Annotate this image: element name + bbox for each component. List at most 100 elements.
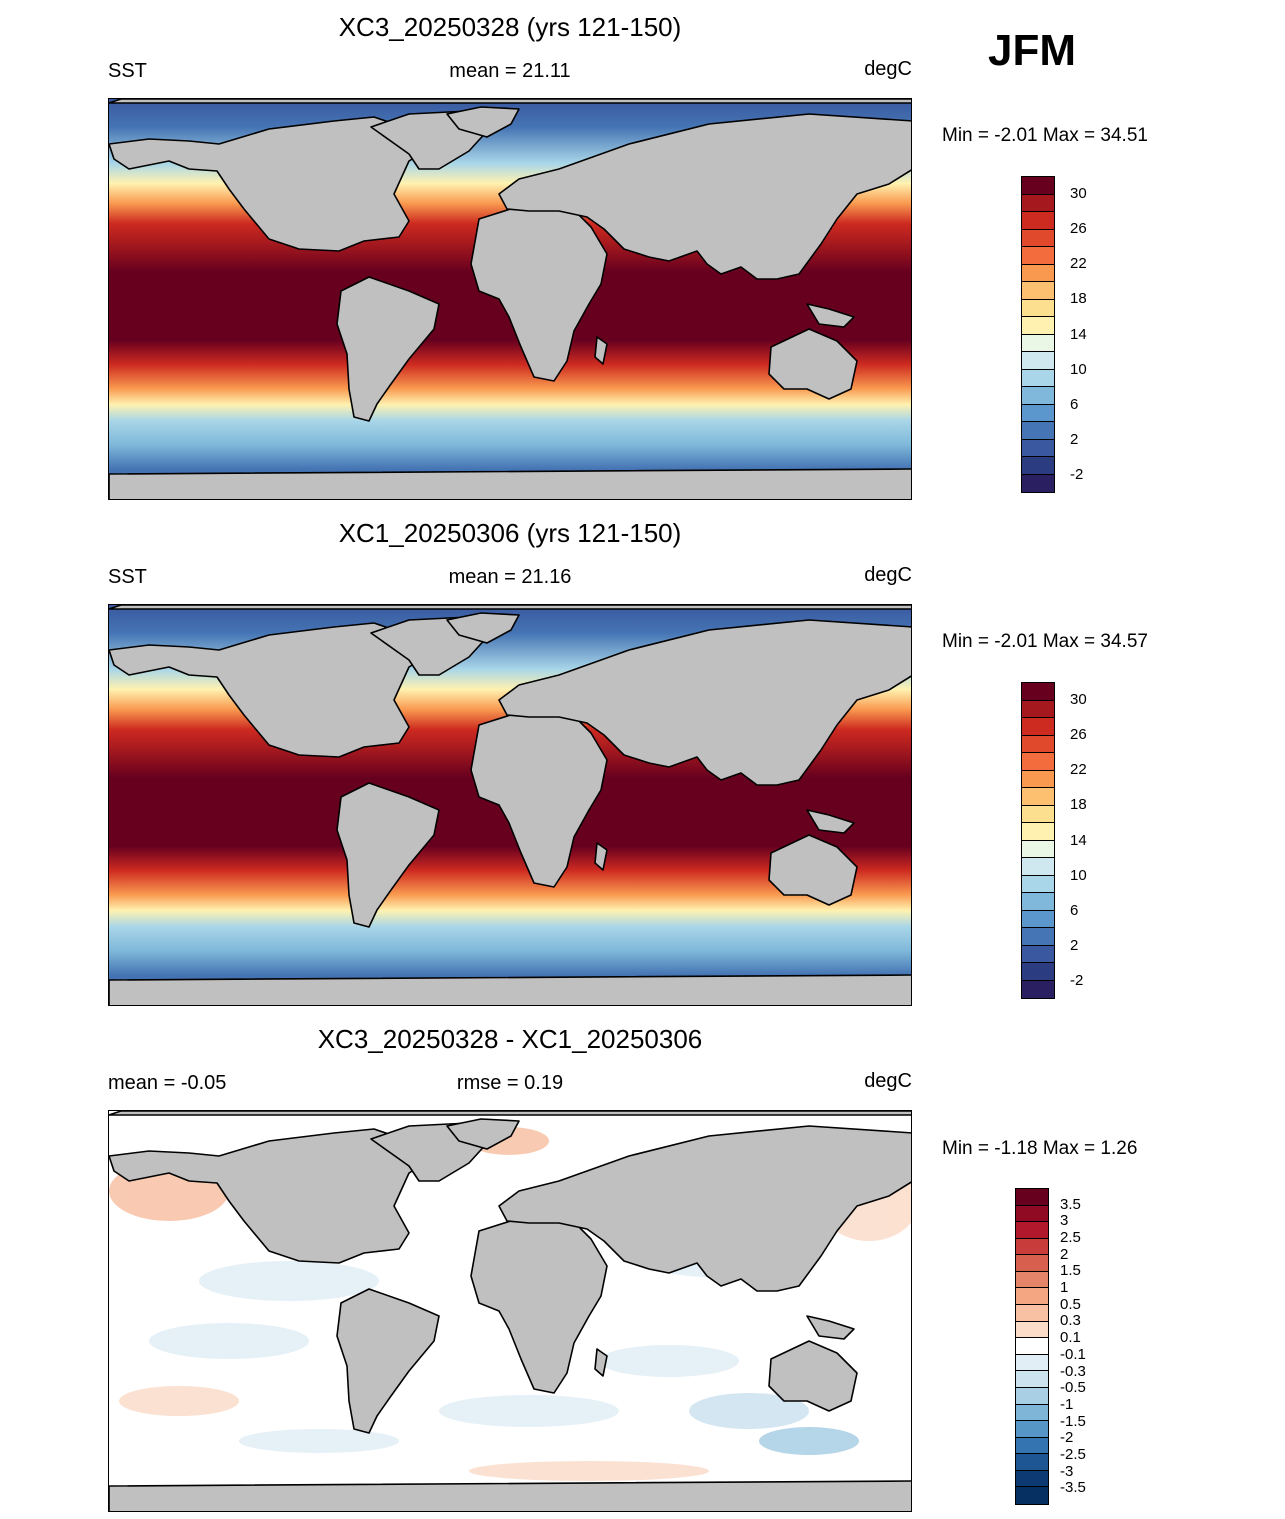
colorbar-swatch	[1016, 1288, 1048, 1306]
colorbar-swatch	[1022, 264, 1054, 282]
colorbar-tick-label: 22	[1070, 255, 1087, 273]
colorbar-tick-label: 10	[1070, 866, 1087, 884]
season-label: JFM	[988, 26, 1076, 75]
panel2-colorbar	[1021, 682, 1055, 999]
colorbar-swatch	[1022, 247, 1054, 265]
colorbar-swatch	[1022, 282, 1054, 300]
colorbar-swatch	[1016, 1271, 1048, 1289]
colorbar-swatch	[1016, 1487, 1048, 1504]
colorbar-swatch	[1022, 422, 1054, 440]
colorbar-swatch	[1022, 910, 1054, 928]
colorbar-tick-label: 30	[1070, 184, 1087, 202]
colorbar-tick-label: 14	[1070, 831, 1087, 849]
land	[109, 605, 911, 1005]
colorbar-tick-label: -2	[1070, 466, 1084, 484]
colorbar-swatch	[1022, 840, 1054, 858]
colorbar-swatch	[1022, 369, 1054, 387]
colorbar-swatch	[1022, 928, 1054, 946]
colorbar-tick-label: 14	[1070, 325, 1087, 343]
colorbar-tick-label: 18	[1070, 796, 1087, 814]
colorbar-swatch	[1022, 963, 1054, 981]
colorbar-swatch	[1016, 1189, 1048, 1206]
colorbar-swatch	[1022, 753, 1054, 771]
panel3-title: XC3_20250328 - XC1_20250306	[317, 1024, 703, 1054]
colorbar-swatch	[1022, 229, 1054, 247]
panel2-units: degC	[864, 564, 912, 586]
panel1-minmax: Min = -2.01 Max = 34.51	[942, 125, 1148, 146]
colorbar-swatch	[1022, 352, 1054, 370]
colorbar-swatch	[1022, 683, 1054, 701]
colorbar-swatch	[1022, 823, 1054, 841]
panel2-minmax: Min = -2.01 Max = 34.57	[942, 631, 1148, 652]
colorbar-swatch	[1022, 875, 1054, 893]
colorbar-tick-label: -0.1	[1060, 1345, 1086, 1363]
colorbar-swatch	[1022, 788, 1054, 806]
colorbar-tick-label: 30	[1070, 690, 1087, 708]
colorbar-swatch	[1022, 387, 1054, 405]
colorbar-swatch	[1016, 1354, 1048, 1372]
panel1-title: XC3_20250328 (yrs 121-150)	[338, 12, 682, 42]
colorbar-swatch	[1016, 1387, 1048, 1405]
panel2-mean: mean = 21.16	[448, 566, 572, 588]
colorbar-swatch	[1022, 439, 1054, 457]
colorbar-tick-label: -2	[1070, 972, 1084, 990]
colorbar-swatch	[1022, 805, 1054, 823]
colorbar-swatch	[1022, 474, 1054, 492]
colorbar-swatch	[1022, 194, 1054, 212]
colorbar-tick-label: -3.5	[1060, 1479, 1086, 1497]
colorbar-swatch	[1016, 1222, 1048, 1239]
colorbar-swatch	[1022, 893, 1054, 911]
colorbar-tick-label: 2	[1070, 937, 1079, 955]
land	[109, 1111, 911, 1511]
colorbar-swatch	[1022, 945, 1054, 963]
colorbar-tick-label: 10	[1070, 360, 1087, 378]
colorbar-swatch	[1022, 404, 1054, 422]
colorbar-swatch	[1022, 735, 1054, 753]
colorbar-tick-label: -0.5	[1060, 1379, 1086, 1397]
panel2-map	[108, 604, 912, 1006]
colorbar-swatch	[1016, 1470, 1048, 1488]
colorbar-swatch	[1022, 212, 1054, 230]
colorbar-tick-label: -1.5	[1060, 1412, 1086, 1430]
panel3-colorbar	[1015, 1188, 1049, 1505]
colorbar-swatch	[1016, 1305, 1048, 1322]
colorbar-tick-label: 2	[1060, 1245, 1069, 1263]
panel1-colorbar	[1021, 176, 1055, 493]
colorbar-tick-label: 0.5	[1060, 1295, 1081, 1313]
panel3-mean: mean = -0.05	[108, 1072, 227, 1094]
colorbar-swatch	[1016, 1205, 1048, 1223]
colorbar-swatch	[1016, 1454, 1048, 1471]
panel1-left-label: SST	[108, 60, 147, 82]
colorbar-tick-label: 0.3	[1060, 1312, 1081, 1330]
colorbar-swatch	[1022, 770, 1054, 788]
panel1-map	[108, 98, 912, 500]
panel3-map	[108, 1110, 912, 1512]
colorbar-tick-label: 22	[1070, 761, 1087, 779]
colorbar-swatch	[1022, 317, 1054, 335]
panel1-mean: mean = 21.11	[449, 60, 571, 82]
colorbar-swatch	[1016, 1338, 1048, 1355]
colorbar-tick-label: 6	[1070, 395, 1079, 413]
colorbar-tick-label: 18	[1070, 290, 1087, 308]
colorbar-tick-label: 0.1	[1060, 1329, 1081, 1347]
colorbar-tick-label: -0.3	[1060, 1362, 1086, 1380]
panel3-rmse: rmse = 0.19	[456, 1072, 564, 1094]
colorbar-tick-label: 1	[1060, 1279, 1069, 1297]
panel1-units: degC	[864, 58, 912, 80]
colorbar-tick-label: 2	[1070, 431, 1079, 449]
colorbar-swatch	[1016, 1238, 1048, 1256]
colorbar-swatch	[1022, 858, 1054, 876]
colorbar-tick-label: 26	[1070, 219, 1087, 237]
colorbar-swatch	[1016, 1404, 1048, 1422]
colorbar-swatch	[1022, 980, 1054, 998]
colorbar-tick-label: -3	[1060, 1462, 1074, 1480]
colorbar-swatch	[1016, 1371, 1048, 1388]
colorbar-tick-label: -2.5	[1060, 1445, 1086, 1463]
colorbar-tick-label: 6	[1070, 901, 1079, 919]
colorbar-swatch	[1022, 718, 1054, 736]
colorbar-tick-label: 26	[1070, 725, 1087, 743]
colorbar-swatch	[1022, 177, 1054, 195]
colorbar-tick-label: 2.5	[1060, 1229, 1081, 1247]
colorbar-tick-label: 3.5	[1060, 1195, 1081, 1213]
panel2-left-label: SST	[108, 566, 147, 588]
